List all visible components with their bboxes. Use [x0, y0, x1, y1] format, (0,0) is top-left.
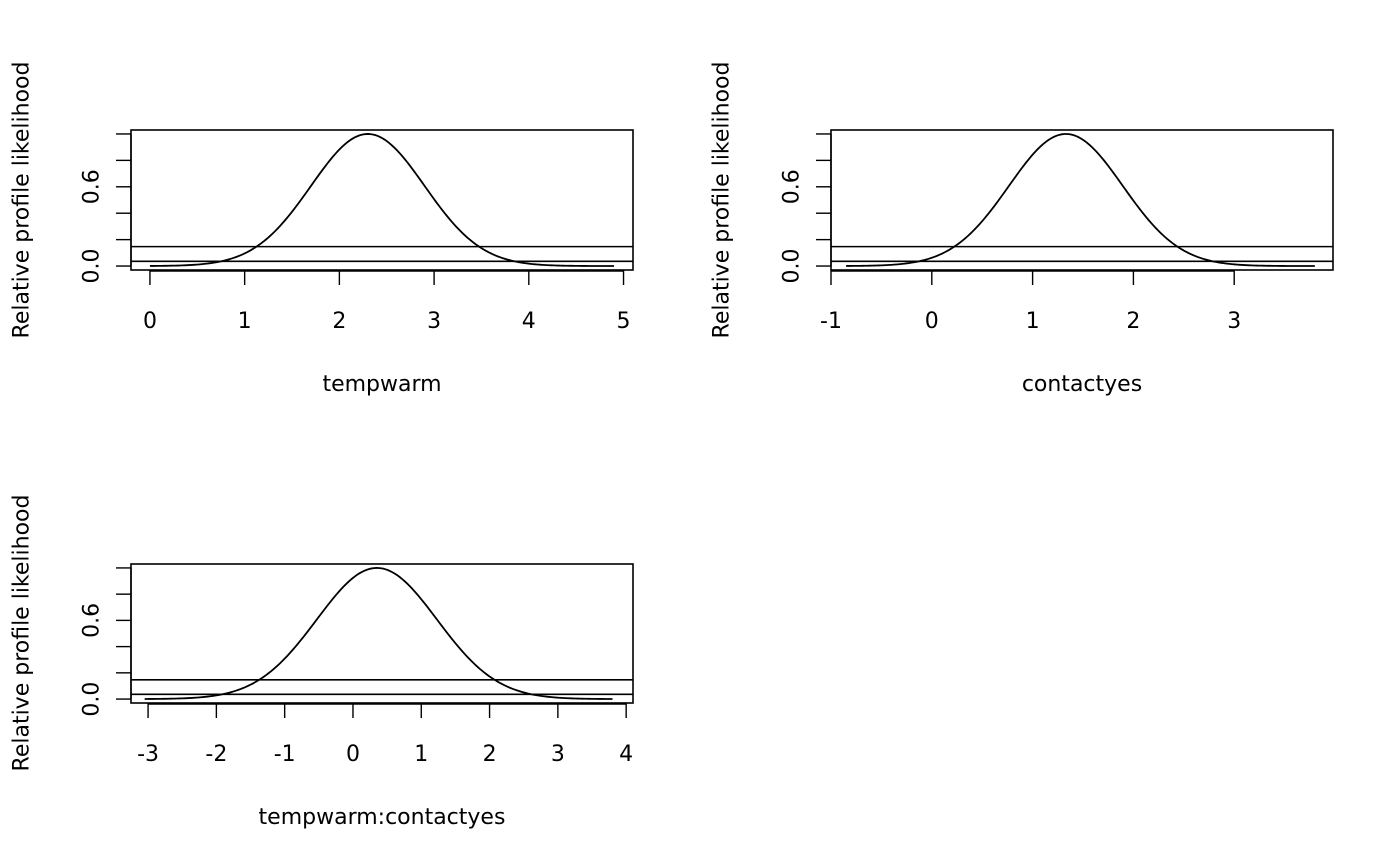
x-tick-label: 2 — [332, 309, 346, 334]
y-tick-label: 0.0 — [780, 249, 805, 284]
y-tick-label: 0.0 — [80, 249, 105, 284]
x-tick-label: 1 — [238, 309, 252, 334]
panel-1: 0.0 0.6 0 1 2 3 4 5 tempwarm Relative profile lik… — [10, 62, 634, 397]
plot-frame — [830, 129, 1334, 271]
x-tick-label: 4 — [522, 309, 536, 334]
x-tick-label: 0 — [143, 309, 157, 334]
panel-3: 0.0 0.6 -3 -2 -1 0 1 2 3 4 tempwarm:contactyes Rela… — [10, 495, 634, 830]
plot-frame — [130, 563, 634, 704]
x-axis-title: tempwarm — [322, 372, 441, 397]
y-tick-label: 0.6 — [80, 169, 105, 204]
y-tick-label: 0.6 — [780, 169, 805, 204]
likelihood-curve — [144, 567, 613, 700]
likelihood-curve — [149, 133, 615, 267]
x-tick-label: 1 — [414, 742, 428, 767]
x-tick-label: -1 — [820, 309, 842, 334]
y-tick-label: 0.6 — [80, 603, 105, 638]
x-tick-label: 2 — [483, 742, 497, 767]
x-tick-label: 0 — [346, 742, 360, 767]
x-tick-label: -3 — [137, 742, 159, 767]
x-tick-label: 4 — [619, 742, 633, 767]
y-tick-label: 0.0 — [80, 682, 105, 717]
x-tick-label: 2 — [1126, 309, 1140, 334]
likelihood-curve — [846, 133, 1315, 267]
x-axis-title: contactyes — [1022, 372, 1142, 397]
x-tick-label: 0 — [925, 309, 939, 334]
x-tick-label: 3 — [1227, 309, 1241, 334]
y-axis-title: Relative profile likelihood — [10, 62, 35, 339]
x-tick-label: 3 — [427, 309, 441, 334]
x-tick-label: -1 — [274, 742, 296, 767]
x-tick-label: 1 — [1026, 309, 1040, 334]
x-tick-label: 5 — [617, 309, 631, 334]
x-tick-label: 3 — [551, 742, 565, 767]
panel-2: 0.0 0.6 -1 0 1 2 3 contactyes Relative profile l… — [710, 62, 1334, 397]
y-axis-title: Relative profile likelihood — [710, 62, 735, 339]
plot-frame — [130, 129, 634, 271]
x-tick-label: -2 — [205, 742, 227, 767]
x-axis-title: tempwarm:contactyes — [259, 805, 506, 830]
y-axis-title: Relative profile likelihood — [10, 495, 35, 772]
